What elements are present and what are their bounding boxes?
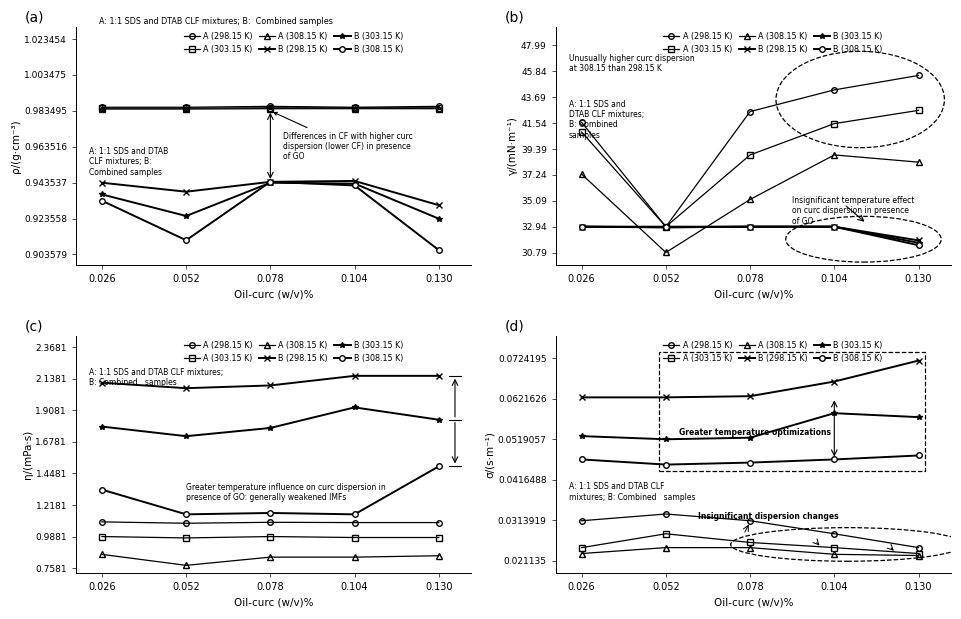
- Y-axis label: ρ/(g·cm⁻³): ρ/(g·cm⁻³): [12, 119, 21, 173]
- X-axis label: Oil-curc (w/v)%: Oil-curc (w/v)%: [234, 598, 313, 608]
- Legend: A (298.15 K), A (303.15 K), A (308.15 K), B (298.15 K), B (303.15 K), B (308.15 : A (298.15 K), A (303.15 K), A (308.15 K)…: [181, 29, 406, 58]
- Text: (a): (a): [25, 11, 44, 25]
- Text: A: 1:1 SDS and DTAB
CLF mixtures; B:
Combined samples: A: 1:1 SDS and DTAB CLF mixtures; B: Com…: [89, 147, 168, 176]
- Text: A: 1:1 SDS and DTAB CLF
mixtures; B: Combined   samples: A: 1:1 SDS and DTAB CLF mixtures; B: Com…: [568, 482, 695, 502]
- Text: (d): (d): [504, 319, 524, 334]
- X-axis label: Oil-curc (w/v)%: Oil-curc (w/v)%: [713, 289, 792, 299]
- Text: Greater temperature influence on curc dispersion in
presence of GO: generally we: Greater temperature influence on curc di…: [186, 483, 385, 502]
- Y-axis label: η/(mPa·s): η/(mPa·s): [23, 430, 33, 479]
- Legend: A (298.15 K), A (303.15 K), A (308.15 K), B (298.15 K), B (303.15 K), B (308.15 : A (298.15 K), A (303.15 K), A (308.15 K)…: [659, 29, 885, 58]
- Text: Greater temperature optimizations: Greater temperature optimizations: [678, 428, 830, 438]
- Text: Unusually higher curc dispersion
at 308.15 than 298.15 K: Unusually higher curc dispersion at 308.…: [568, 54, 694, 73]
- Legend: A (298.15 K), A (303.15 K), A (308.15 K), B (298.15 K), B (303.15 K), B (308.15 : A (298.15 K), A (303.15 K), A (308.15 K)…: [181, 338, 406, 366]
- X-axis label: Oil-curc (w/v)%: Oil-curc (w/v)%: [234, 289, 313, 299]
- X-axis label: Oil-curc (w/v)%: Oil-curc (w/v)%: [713, 598, 792, 608]
- Legend: A (298.15 K), A (303.15 K), A (308.15 K), B (298.15 K), B (303.15 K), B (308.15 : A (298.15 K), A (303.15 K), A (308.15 K)…: [659, 338, 885, 366]
- Y-axis label: σ/(s·m⁻¹): σ/(s·m⁻¹): [484, 431, 495, 478]
- Text: (c): (c): [25, 319, 43, 334]
- Text: A: 1:1 SDS and
DTAB CLF mixtures;
B: Combined
samples: A: 1:1 SDS and DTAB CLF mixtures; B: Com…: [568, 100, 643, 140]
- Y-axis label: γ/(mN·m⁻¹): γ/(mN·m⁻¹): [507, 116, 518, 175]
- Text: Insignificant dispersion changes: Insignificant dispersion changes: [698, 512, 838, 521]
- Text: Differences in CF with higher curc
dispersion (lower CF) in presence
of GO: Differences in CF with higher curc dispe…: [274, 113, 412, 162]
- Text: A: 1:1 SDS and DTAB CLF mixtures;
B: Combined   samples: A: 1:1 SDS and DTAB CLF mixtures; B: Com…: [89, 368, 223, 387]
- Bar: [658, 352, 924, 470]
- Text: A: 1:1 SDS and DTAB CLF mixtures; B:  Combined samples: A: 1:1 SDS and DTAB CLF mixtures; B: Com…: [99, 17, 333, 25]
- Text: (b): (b): [504, 11, 524, 25]
- Text: Insignificant temperature effect
on curc dispersion in presence
of GO: Insignificant temperature effect on curc…: [791, 196, 914, 226]
